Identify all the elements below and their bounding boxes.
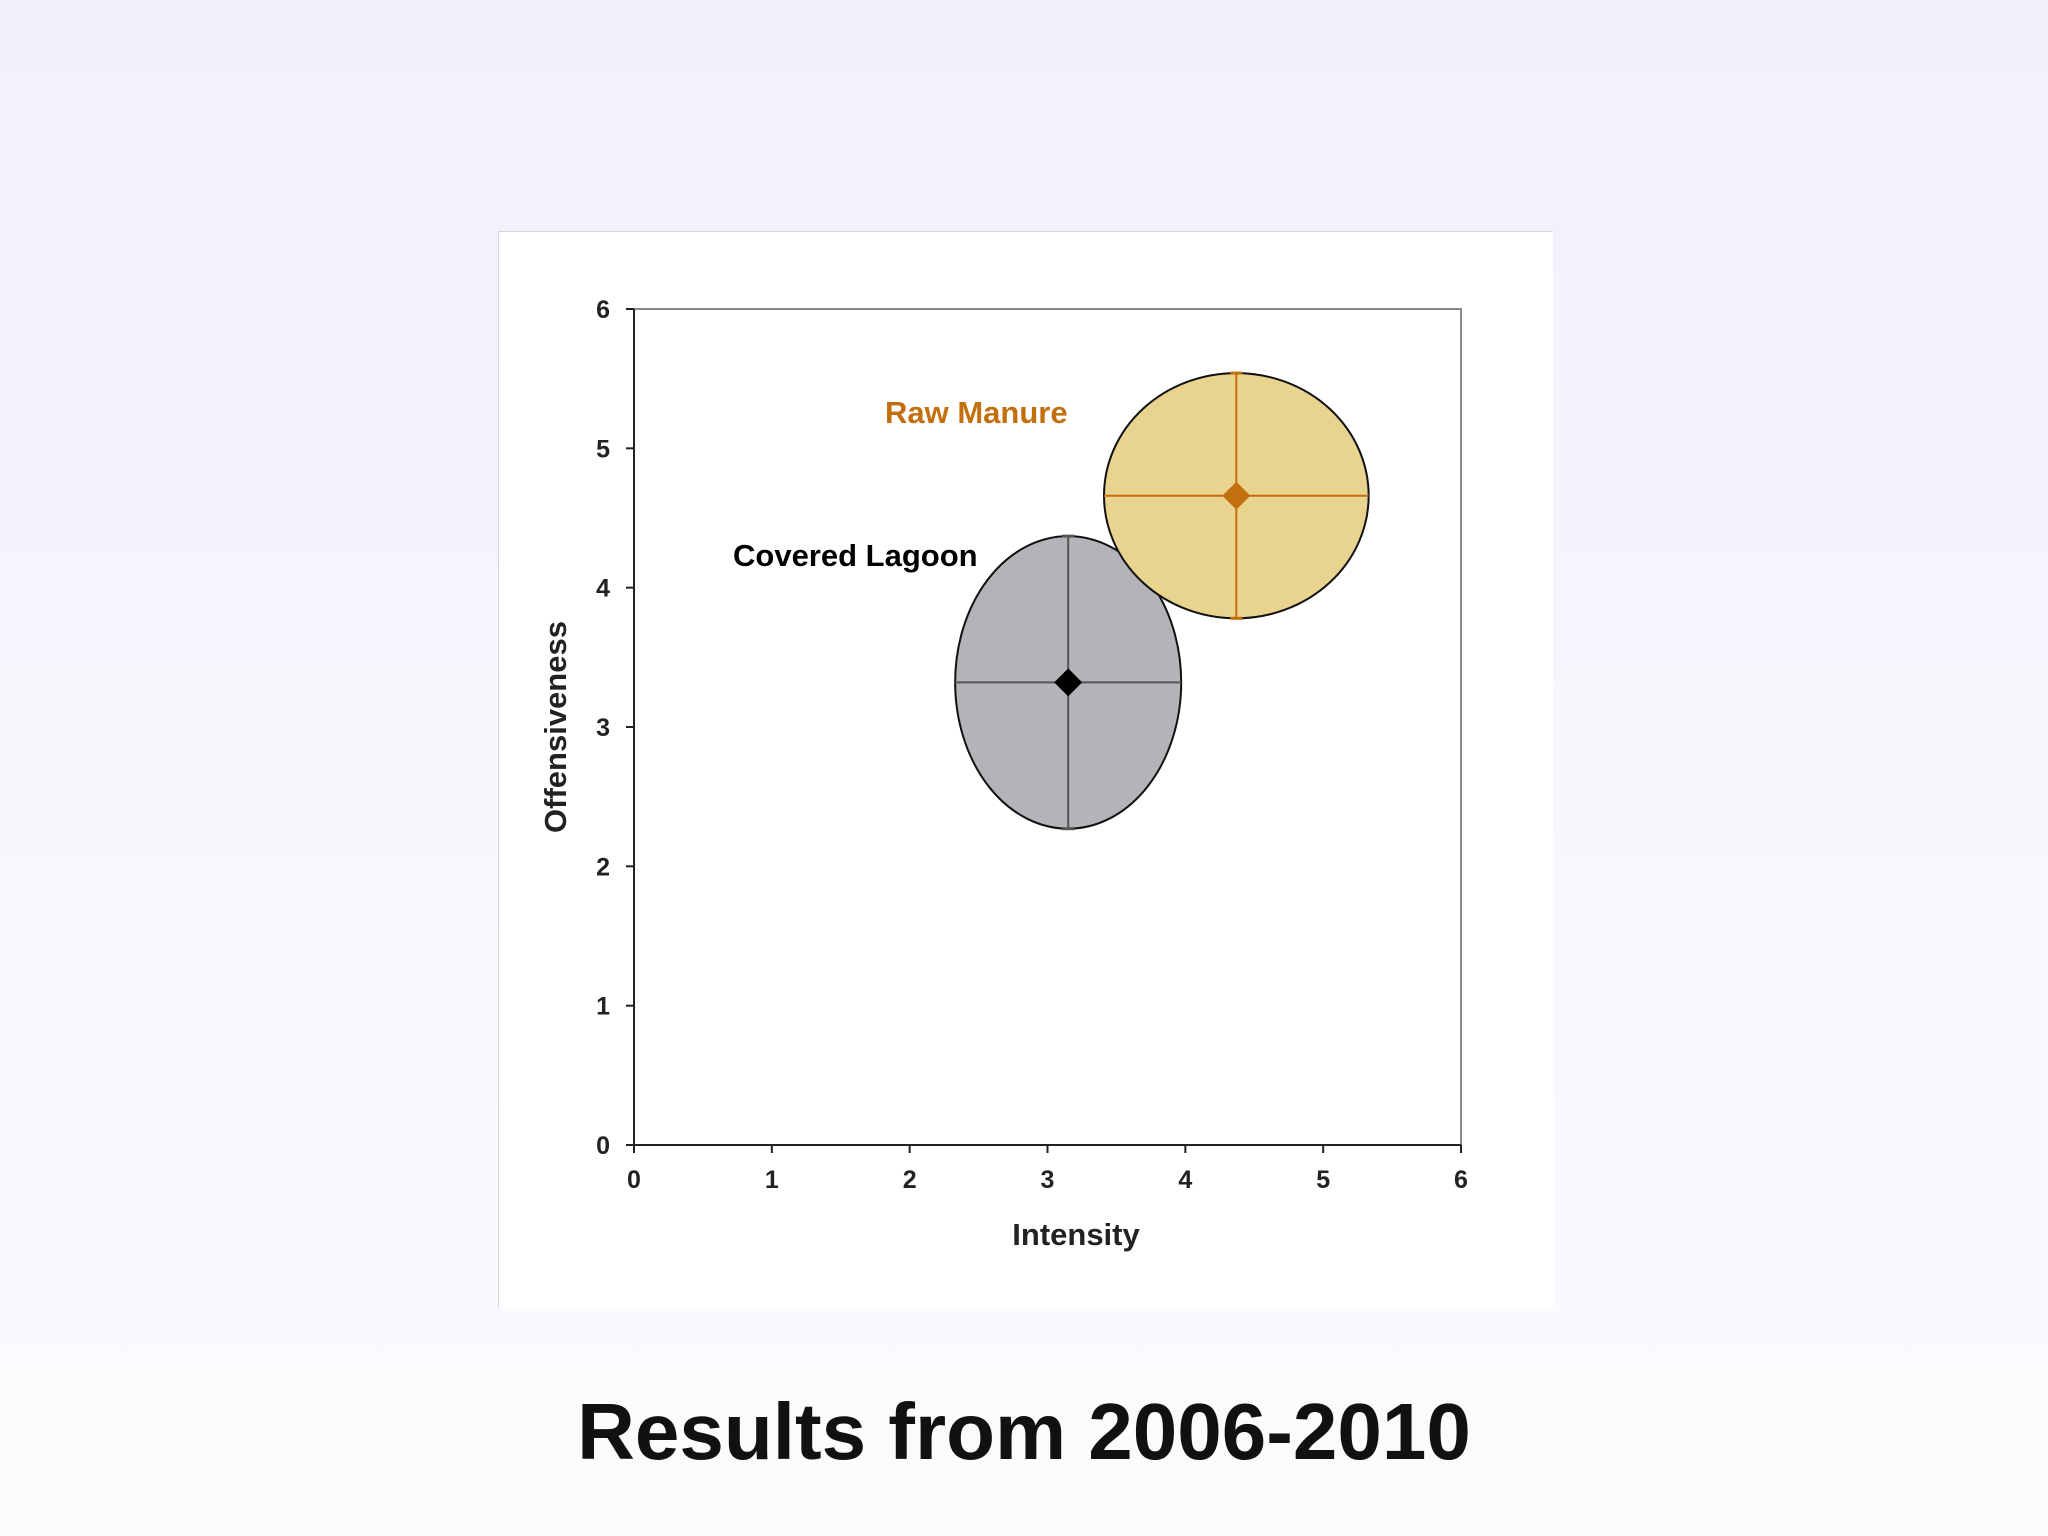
x-axis-title: Intensity: [1012, 1217, 1140, 1252]
y-tick-label: 0: [596, 1132, 610, 1160]
y-axis-title: Offensiveness: [538, 621, 573, 833]
x-tick-label: 0: [627, 1166, 641, 1194]
data-point-marker: [1222, 481, 1251, 510]
series-label-covered-lagoon: Covered Lagoon: [733, 538, 978, 573]
y-tick-label: 2: [596, 853, 610, 881]
data-points: [1054, 481, 1251, 697]
y-tick-label: 5: [596, 435, 610, 463]
slide-title: Results from 2006-2010: [577, 1387, 1471, 1476]
x-tick-label: 5: [1316, 1166, 1330, 1194]
axes: 0 1 2 3 4 5 6 0 1 2 3 4 5 6: [596, 296, 1468, 1194]
x-tick-label: 3: [1041, 1166, 1055, 1194]
x-axis-ticks: 0 1 2 3 4 5 6: [627, 1145, 1468, 1194]
x-tick-label: 4: [1178, 1166, 1192, 1194]
y-tick-label: 3: [596, 714, 610, 742]
x-tick-label: 2: [903, 1166, 917, 1194]
chart-panel: 0 1 2 3 4 5 6 0 1 2 3 4 5 6 Covered Lagoon Raw Manur…: [498, 231, 1553, 1308]
y-axis-ticks: 0 1 2 3 4 5 6: [596, 296, 634, 1160]
error-ellipses: [954, 371, 1370, 831]
scatter-chart: 0 1 2 3 4 5 6 0 1 2 3 4 5 6 Covered Lagoon Raw Manur…: [538, 296, 1468, 1252]
x-tick-label: 6: [1454, 1166, 1468, 1194]
y-tick-label: 6: [596, 296, 610, 324]
series-label-raw-manure: Raw Manure: [885, 395, 1068, 430]
y-tick-label: 1: [596, 993, 610, 1021]
data-point-marker: [1054, 668, 1083, 697]
y-tick-label: 4: [596, 575, 610, 603]
x-tick-label: 1: [765, 1166, 779, 1194]
series-labels: Covered Lagoon Raw Manure: [733, 395, 1068, 573]
